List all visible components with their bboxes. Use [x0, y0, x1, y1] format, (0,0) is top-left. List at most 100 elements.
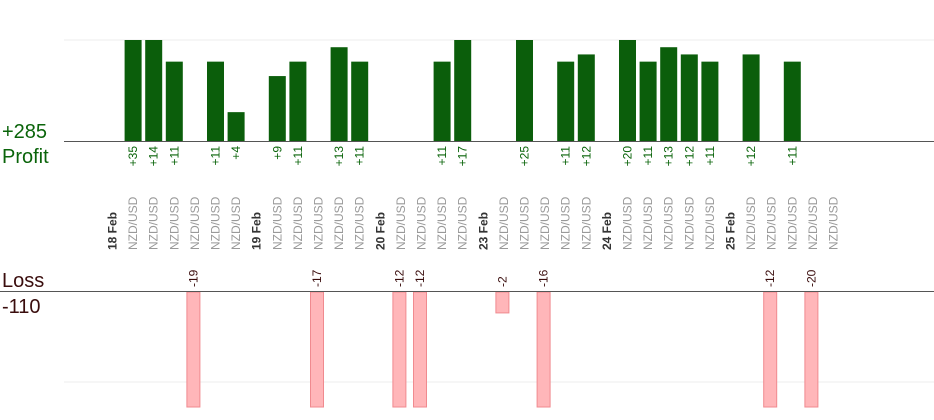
loss-bar — [186, 291, 201, 408]
pair-label: NZD/USD — [435, 196, 449, 250]
date-label: 20 Feb — [373, 212, 387, 250]
pair-label: NZD/USD — [209, 196, 223, 250]
pair-label: NZD/USD — [579, 196, 593, 250]
profit-bar — [145, 40, 163, 141]
pair-label: NZD/USD — [621, 196, 635, 250]
profit-bar — [557, 61, 575, 142]
loss-label: Loss — [2, 270, 45, 292]
profit-bar — [619, 40, 636, 141]
profit-value-label: +14 — [147, 146, 161, 167]
pair-label: NZD/USD — [291, 196, 305, 250]
profit-value-label: +11 — [209, 146, 223, 166]
profit-bar — [577, 54, 595, 141]
profit-value-label: +11 — [785, 146, 799, 166]
profit-bar — [680, 54, 698, 141]
pair-label: NZD/USD — [827, 196, 841, 250]
profit-value-label: +4 — [229, 146, 243, 160]
profit-value-label: +13 — [332, 146, 346, 167]
profit-value-label: +12 — [579, 146, 593, 167]
profit-value-label: +11 — [559, 146, 573, 166]
profit-value-label: +12 — [744, 146, 758, 167]
profit-value-label: +17 — [456, 146, 470, 167]
loss-value-label: -12 — [763, 269, 777, 287]
pair-label: NZD/USD — [662, 196, 676, 250]
pair-label: NZD/USD — [497, 196, 511, 250]
profit-value-label: +11 — [641, 146, 655, 166]
profit-label: Profit — [2, 146, 49, 168]
pair-label: NZD/USD — [703, 196, 717, 250]
loss-bar — [804, 291, 819, 408]
pair-label: NZD/USD — [456, 196, 470, 250]
loss-value-label: -12 — [413, 269, 427, 287]
loss-bar — [536, 291, 551, 408]
profit-bar — [783, 61, 801, 142]
pair-label: NZD/USD — [415, 196, 429, 250]
profit-bar — [516, 40, 533, 141]
loss-bar — [392, 291, 407, 408]
profit-bar — [207, 61, 224, 142]
profit-value-label: +11 — [353, 146, 367, 166]
profit-bar — [268, 76, 286, 141]
pair-label: NZD/USD — [559, 196, 573, 250]
loss-value-label: -20 — [804, 269, 818, 287]
date-label: 23 Feb — [476, 212, 490, 250]
loss-bar — [310, 291, 324, 408]
profit-value-label: +11 — [435, 146, 449, 166]
loss-bar — [413, 291, 427, 408]
loss-value-label: -2 — [495, 276, 509, 287]
profit-value-label: +12 — [682, 146, 696, 167]
profit-value-label: +35 — [126, 146, 140, 167]
labels-layer: 18 Feb NZD/USD +35 NZD/USD +14 NZD/USD +11 NZD/… — [106, 146, 841, 287]
profit-bar — [639, 61, 657, 142]
profit-value-label: +11 — [703, 146, 717, 166]
profit-total: +285 — [2, 121, 48, 143]
pair-label: NZD/USD — [538, 196, 552, 250]
pair-label: NZD/USD — [641, 196, 655, 250]
pair-label: NZD/USD — [518, 196, 532, 250]
date-label: 24 Feb — [600, 212, 614, 250]
profit-bar — [289, 61, 307, 142]
profit-bar — [124, 40, 142, 141]
pair-label: NZD/USD — [312, 196, 326, 250]
profit-value-label: +13 — [662, 146, 676, 167]
loss-value-label: -19 — [186, 269, 200, 287]
pair-label: NZD/USD — [394, 196, 408, 250]
date-label: 18 Feb — [106, 212, 120, 250]
profit-bar — [330, 47, 348, 141]
profit-value-label: +20 — [621, 146, 635, 167]
pair-label: NZD/USD — [188, 196, 202, 250]
profit-bar — [165, 61, 183, 142]
pair-label: NZD/USD — [126, 196, 140, 250]
date-label: 19 Feb — [250, 212, 264, 250]
pair-label: NZD/USD — [147, 196, 161, 250]
profit-bar — [433, 61, 451, 142]
date-label: 25 Feb — [724, 212, 738, 250]
profit-bar — [351, 61, 369, 142]
pair-label: NZD/USD — [785, 196, 799, 250]
pair-label: NZD/USD — [806, 196, 820, 250]
pair-label: NZD/USD — [682, 196, 696, 250]
pair-label: NZD/USD — [765, 196, 779, 250]
pair-label: NZD/USD — [353, 196, 367, 250]
profit-value-label: +9 — [270, 146, 284, 160]
loss-value-label: -17 — [310, 269, 324, 287]
profit-bar — [660, 47, 678, 141]
profit-bar — [742, 54, 760, 141]
loss-total: -110 — [2, 296, 41, 318]
loss-bar — [763, 291, 778, 408]
profit-value-label: +11 — [167, 146, 181, 166]
bars-layer — [124, 40, 819, 408]
loss-bar — [495, 291, 510, 314]
profit-bar — [454, 40, 472, 141]
loss-value-label: -16 — [537, 269, 551, 287]
profit-value-label: +11 — [291, 146, 305, 166]
profit-bar — [701, 61, 719, 142]
profit-bar — [227, 112, 245, 141]
pair-label: NZD/USD — [332, 196, 346, 250]
pair-label: NZD/USD — [270, 196, 284, 250]
profit-value-label: +25 — [518, 146, 532, 167]
loss-value-label: -12 — [392, 269, 406, 287]
pair-label: NZD/USD — [744, 196, 758, 250]
pair-label: NZD/USD — [167, 196, 181, 250]
